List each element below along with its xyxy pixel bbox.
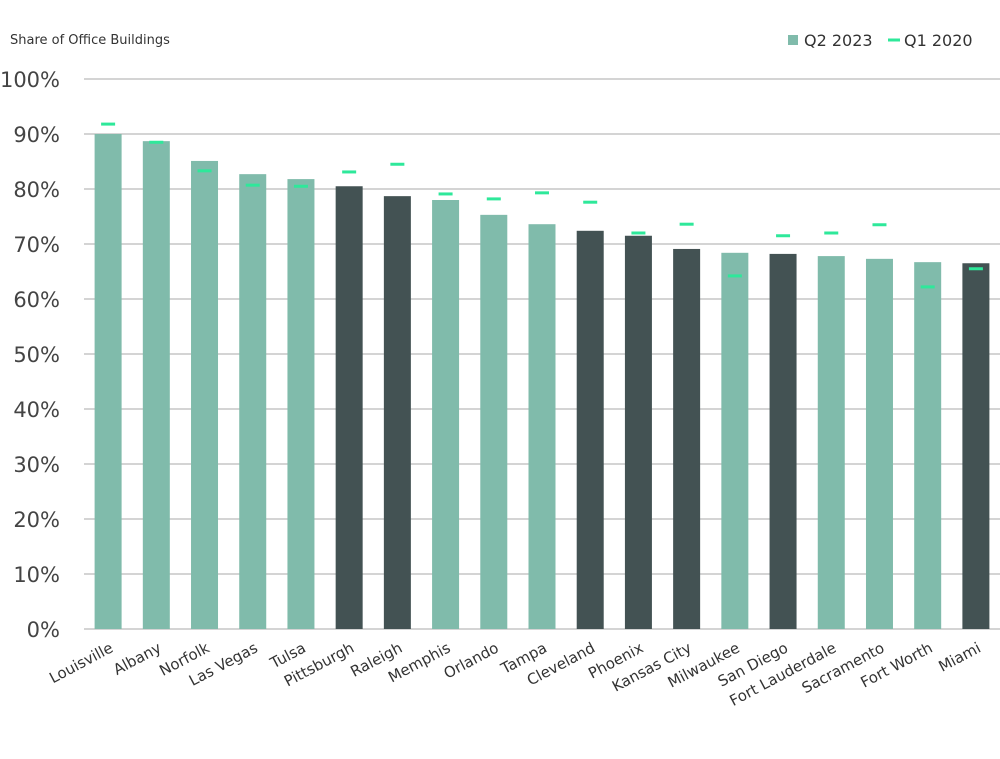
legend-swatch: [788, 35, 798, 45]
y-tick-label: 50%: [13, 343, 60, 367]
x-tick-label: Miami: [936, 639, 984, 676]
y-tick-label: 70%: [13, 233, 60, 257]
y-tick-label: 30%: [13, 453, 60, 477]
bar: [721, 252, 749, 630]
bar: [962, 263, 990, 629]
bar: [432, 200, 460, 629]
bar: [817, 256, 845, 629]
bar: [480, 214, 508, 629]
bar: [673, 248, 701, 629]
bar: [383, 196, 411, 629]
bar: [94, 134, 122, 629]
bar: [528, 224, 556, 629]
x-tick-label: Albany: [110, 639, 164, 679]
bar: [142, 141, 170, 629]
y-tick-label: 100%: [0, 68, 60, 92]
y-tick-label: 0%: [27, 618, 60, 642]
y-tick-label: 10%: [13, 563, 60, 587]
bar: [191, 160, 219, 629]
bar: [624, 235, 652, 629]
bar: [239, 174, 267, 629]
y-tick-label: 80%: [13, 178, 60, 202]
y-axis-label: Share of Office Buildings: [10, 33, 170, 48]
bar: [769, 253, 797, 629]
legend-label: Q2 2023: [804, 31, 873, 50]
y-tick-label: 20%: [13, 508, 60, 532]
bar: [335, 186, 363, 629]
bar: [865, 258, 893, 629]
x-tick-label: Orlando: [441, 639, 502, 683]
x-tick-label: Louisville: [46, 639, 116, 687]
y-tick-label: 40%: [13, 398, 60, 422]
bar: [287, 179, 315, 629]
bar: [576, 230, 604, 630]
y-tick-label: 90%: [13, 123, 60, 147]
y-tick-label: 60%: [13, 288, 60, 312]
bar: [914, 262, 942, 629]
legend-label: Q1 2020: [904, 31, 973, 50]
